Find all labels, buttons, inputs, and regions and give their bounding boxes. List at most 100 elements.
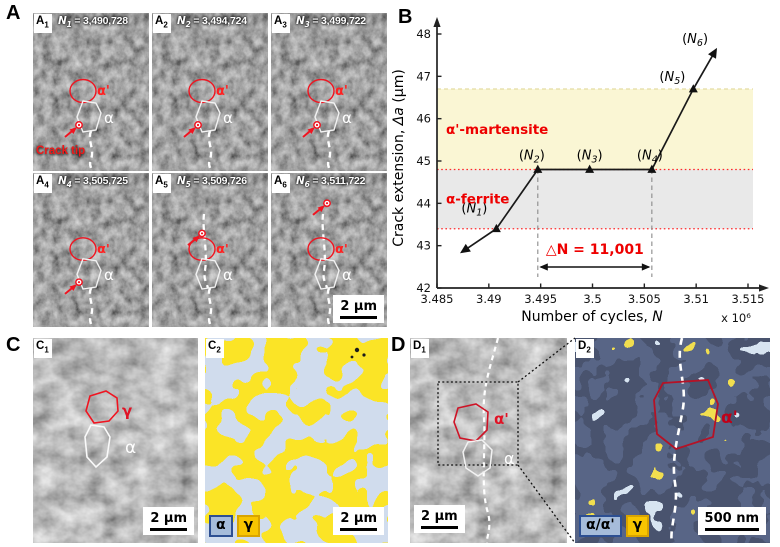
scale-bar-line <box>704 528 759 531</box>
micrograph-a-tile: α' α A2 N2 = 3,494,724 Crack tip 2 μm <box>152 13 268 171</box>
martensite-grain-outline <box>653 379 719 451</box>
ferrite-grain-outline <box>76 100 102 133</box>
ferrite-grain-outline <box>76 258 102 290</box>
alpha-prime-label: α' <box>335 84 348 99</box>
tile-annotations: α' α <box>64 78 114 171</box>
tile-annotations: α' α <box>307 199 352 327</box>
y-axis-arrow <box>433 17 441 27</box>
scale-bar-line <box>340 316 377 319</box>
axis-multiplier: x 10⁶ <box>721 311 751 325</box>
y-tick-label: 44 <box>416 196 431 210</box>
cycle-count-text: N1 = 3,490,728 <box>58 15 128 30</box>
point-label-n6: (N6) <box>682 32 708 49</box>
crack-tip-marker <box>64 278 83 295</box>
martensite-grain-outline <box>69 78 97 104</box>
alpha-label: α <box>125 438 136 458</box>
scale-bar-line <box>150 528 187 531</box>
alpha-prime-label: α' <box>216 84 229 99</box>
d1-annotations: α' α <box>437 338 519 543</box>
y-tick-label: 45 <box>416 154 431 168</box>
alpha-prime-label: α' <box>97 84 110 99</box>
martensite-grain-outline <box>453 403 489 442</box>
alpha-prime-label: α' <box>721 408 738 428</box>
cycle-count-text: N2 = 3,494,724 <box>177 15 247 30</box>
crack-path <box>88 130 94 171</box>
x-tick-label: 3.51 <box>683 292 709 306</box>
ferrite-grain-outline <box>84 424 111 469</box>
crack-path <box>326 130 332 171</box>
tile-id-chip: A6 <box>272 174 290 194</box>
band-label: α-ferrite <box>446 192 509 208</box>
y-tick-label: 43 <box>416 239 431 253</box>
panel-d-letter: D <box>391 334 406 356</box>
ferrite-grain-outline <box>195 100 221 133</box>
scale-bar: 2 μm <box>414 505 465 533</box>
crack-tip-marker <box>183 121 202 138</box>
crack-path <box>482 338 500 543</box>
point-label-n3: (N3) <box>577 148 603 165</box>
legend-alpha: α <box>209 515 233 537</box>
ferrite-grain-outline <box>462 439 493 477</box>
data-point-marker <box>533 164 543 173</box>
cycle-count-text: N6 = 3,511,722 <box>296 175 366 190</box>
legend-alpha-alpha-prime: α/α' <box>579 515 622 537</box>
delta-n-annotation: △N = 11,001 <box>546 242 644 258</box>
crack-tip-marker <box>302 121 321 138</box>
y-tick-label: 46 <box>416 112 431 126</box>
crack-tip-marker <box>312 199 331 216</box>
alpha-prime-label: α' <box>216 242 229 257</box>
cycle-count-text: N5 = 3,509,726 <box>177 175 247 190</box>
alpha-label: α <box>104 267 114 284</box>
micrograph-a-tile: α' α A6 N6 = 3,511,722 Crack tip 2 μm <box>271 173 387 327</box>
alpha-label: α <box>342 109 352 127</box>
tile-annotations: α' α <box>302 78 352 171</box>
x-tick-label: 3.49 <box>476 292 502 306</box>
micrograph-c1: γ α C1 2 μm <box>33 338 198 543</box>
tile-id-chip: D1 <box>411 339 429 359</box>
data-point-marker <box>491 223 501 233</box>
tile-id-chip: A3 <box>272 14 290 34</box>
crack-tip-marker <box>187 229 206 246</box>
point-label-n4: (N4) <box>637 148 663 165</box>
c1-annotations: γ α <box>84 390 136 469</box>
martensite-grain-outline <box>307 237 335 261</box>
scale-bar: 500 nm <box>697 507 766 535</box>
alpha-prime-label: α' <box>494 410 509 428</box>
scale-bar-line <box>421 526 458 529</box>
x-axis-title: Number of cycles, N <box>521 309 663 325</box>
panel-c-letter: C <box>6 334 21 356</box>
x-tick-label: 3.515 <box>732 292 765 306</box>
tile-id-chip: A2 <box>153 14 171 34</box>
tile-annotations: α' α <box>183 78 233 171</box>
point-label-n5: (N5) <box>659 70 685 87</box>
point-label-n1: (N1) <box>461 202 487 219</box>
band-1 <box>437 169 753 229</box>
crack-path <box>88 287 94 327</box>
scale-bar-line <box>340 528 377 531</box>
crack-path <box>326 287 332 327</box>
tile-annotations: α' α <box>64 237 114 327</box>
scale-bar: 2 μm <box>143 507 194 535</box>
phase-map-c2: C2 α γ 2 μm <box>205 338 388 543</box>
tile-id-chip: A4 <box>34 174 52 194</box>
crack-tip-text: Crack tip <box>36 145 86 157</box>
phase-map-d2: α' D2 α/α' γ 500 nm <box>575 338 770 543</box>
micrograph-a-tile: α' α A5 N5 = 3,509,726 Crack tip 2 μm <box>152 173 268 327</box>
gamma-label: γ <box>122 402 132 420</box>
data-point-marker <box>688 84 698 93</box>
d2-annotations: α' <box>653 338 738 543</box>
x-tick-label: 3.495 <box>524 292 557 306</box>
panel-b-letter: B <box>398 6 413 28</box>
data-point-marker <box>647 164 657 173</box>
ferrite-grain-outline <box>195 258 221 290</box>
zoom-box <box>437 381 519 466</box>
alpha-label: α <box>223 267 233 284</box>
alpha-prime-label: α' <box>97 242 110 257</box>
alpha-prime-label: α' <box>335 242 348 257</box>
crack-path <box>670 338 686 543</box>
tile-id-chip: A5 <box>153 174 171 194</box>
phase-legend: α γ <box>209 515 261 537</box>
point-label-n2: (N2) <box>519 148 545 165</box>
x-tick-label: 3.505 <box>628 292 661 306</box>
